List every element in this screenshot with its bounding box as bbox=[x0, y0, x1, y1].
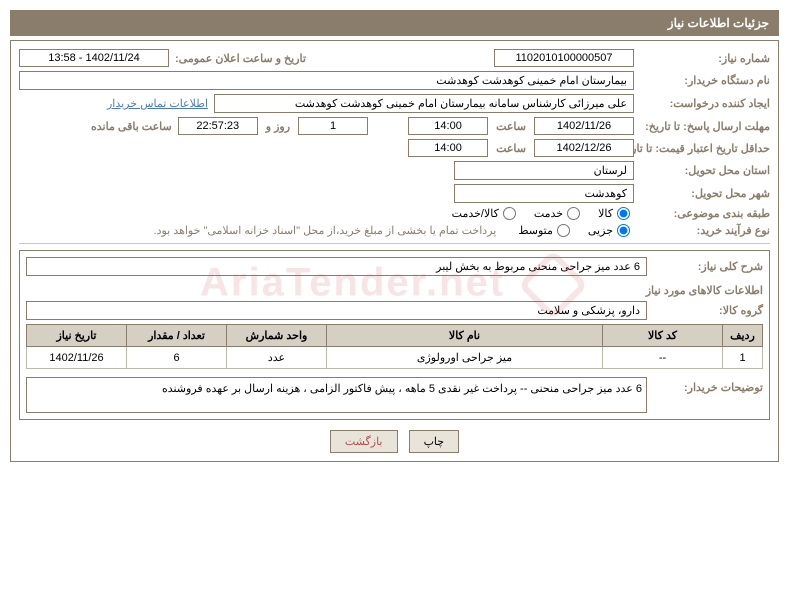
price-valid-date: 1402/12/26 bbox=[534, 139, 634, 157]
divider bbox=[19, 243, 770, 244]
radio-medium-label: متوسط bbox=[518, 224, 553, 237]
td-name: میز جراحی اورولوژی bbox=[327, 347, 603, 369]
radio-service[interactable] bbox=[567, 207, 580, 220]
radio-partial-label: جزیی bbox=[588, 224, 613, 237]
price-valid-label: حداقل تاریخ اعتبار قیمت: تا تاریخ: bbox=[640, 142, 770, 155]
requester-label: ایجاد کننده درخواست: bbox=[640, 97, 770, 110]
group-value: دارو، پزشکی و سلامت bbox=[26, 301, 647, 320]
goods-info-title: اطلاعات کالاهای مورد نیاز bbox=[26, 284, 763, 297]
th-unit: واحد شمارش bbox=[227, 325, 327, 347]
radio-goods-label: کالا bbox=[598, 207, 613, 220]
details-panel: شرح کلی نیاز: 6 عدد میز جراحی منحنی مربو… bbox=[19, 250, 770, 420]
contact-link[interactable]: اطلاعات تماس خریدار bbox=[107, 97, 208, 110]
category-label: طبقه بندی موضوعی: bbox=[640, 207, 770, 220]
radio-partial[interactable] bbox=[617, 224, 630, 237]
province-value: لرستان bbox=[454, 161, 634, 180]
purchase-type-label: نوع فرآیند خرید: bbox=[640, 224, 770, 237]
city-label: شهر محل تحویل: bbox=[640, 187, 770, 200]
reply-deadline-label: مهلت ارسال پاسخ: تا تاریخ: bbox=[640, 120, 770, 133]
buyer-notes-value: 6 عدد میز جراحی منحنی -- پرداخت غیر نقدی… bbox=[26, 377, 647, 413]
announce-date-value: 1402/11/24 - 13:58 bbox=[19, 49, 169, 67]
page-header: جزئیات اطلاعات نیاز bbox=[10, 10, 779, 36]
print-button[interactable]: چاپ bbox=[409, 430, 460, 453]
time-word-1: ساعت bbox=[496, 120, 526, 133]
radio-goods[interactable] bbox=[617, 207, 630, 220]
payment-note: پرداخت تمام یا بخشی از مبلغ خرید،از محل … bbox=[154, 224, 497, 237]
td-date: 1402/11/26 bbox=[27, 347, 127, 369]
table-row: 1 -- میز جراحی اورولوژی عدد 6 1402/11/26 bbox=[27, 347, 763, 369]
td-idx: 1 bbox=[723, 347, 763, 369]
request-no-value: 1102010100000507 bbox=[494, 49, 634, 67]
button-row: چاپ بازگشت bbox=[19, 430, 770, 453]
city-value: کوهدشت bbox=[454, 184, 634, 203]
remaining-time: 22:57:23 bbox=[178, 117, 258, 135]
desc-label: شرح کلی نیاز: bbox=[653, 260, 763, 273]
th-row: ردیف bbox=[723, 325, 763, 347]
th-qty: تعداد / مقدار bbox=[127, 325, 227, 347]
td-unit: عدد bbox=[227, 347, 327, 369]
buyer-org-value: بیمارستان امام خمینی کوهدشت کوهدشت bbox=[19, 71, 634, 90]
request-no-label: شماره نیاز: bbox=[640, 52, 770, 65]
radio-both-label: کالا/خدمت bbox=[452, 207, 499, 220]
buyer-org-label: نام دستگاه خریدار: bbox=[640, 74, 770, 87]
goods-table: ردیف کد کالا نام کالا واحد شمارش تعداد /… bbox=[26, 324, 763, 369]
th-code: کد کالا bbox=[603, 325, 723, 347]
th-date: تاریخ نیاز bbox=[27, 325, 127, 347]
table-header-row: ردیف کد کالا نام کالا واحد شمارش تعداد /… bbox=[27, 325, 763, 347]
price-valid-time: 14:00 bbox=[408, 139, 488, 157]
requester-value: علی میرزائی کارشناس سامانه بیمارستان اما… bbox=[214, 94, 634, 113]
reply-deadline-date: 1402/11/26 bbox=[534, 117, 634, 135]
main-panel: AriaTender.net شماره نیاز: 1102010100000… bbox=[10, 40, 779, 462]
announce-date-label: تاریخ و ساعت اعلان عمومی: bbox=[175, 52, 306, 65]
desc-value: 6 عدد میز جراحی منحنی مربوط به بخش لیبر bbox=[26, 257, 647, 276]
buyer-notes-label: توضیحات خریدار: bbox=[653, 377, 763, 413]
days-and-label: روز و bbox=[266, 120, 290, 133]
reply-deadline-time: 14:00 bbox=[408, 117, 488, 135]
radio-medium[interactable] bbox=[557, 224, 570, 237]
group-label: گروه کالا: bbox=[653, 304, 763, 317]
td-qty: 6 bbox=[127, 347, 227, 369]
td-code: -- bbox=[603, 347, 723, 369]
days-value: 1 bbox=[298, 117, 368, 135]
radio-both[interactable] bbox=[503, 207, 516, 220]
back-button[interactable]: بازگشت bbox=[330, 430, 398, 453]
time-word-2: ساعت bbox=[496, 142, 526, 155]
th-name: نام کالا bbox=[327, 325, 603, 347]
remaining-label: ساعت باقی مانده bbox=[91, 120, 172, 133]
radio-service-label: خدمت bbox=[534, 207, 563, 220]
province-label: استان محل تحویل: bbox=[640, 164, 770, 177]
